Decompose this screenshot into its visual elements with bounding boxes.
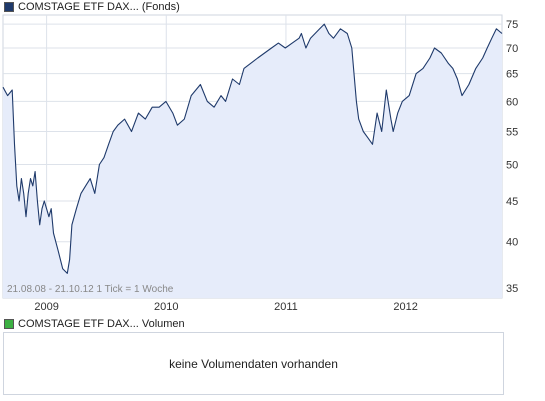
volume-empty-message: keine Volumendaten vorhanden: [169, 356, 338, 371]
volume-legend-swatch: [4, 319, 14, 329]
x-tick-label: 2009: [34, 301, 58, 313]
volume-panel: keine Volumendaten vorhanden: [3, 332, 504, 395]
y-tick-label: 35: [506, 283, 518, 295]
price-legend-label: COMSTAGE ETF DAX... (Fonds): [18, 1, 180, 13]
y-tick-label: 40: [506, 237, 518, 249]
y-tick-label: 65: [506, 69, 518, 81]
date-range-label: 21.08.08 - 21.10.12 1 Tick = 1 Woche: [7, 284, 174, 295]
price-area: [3, 24, 502, 298]
volume-legend: COMSTAGE ETF DAX... Volumen: [4, 318, 185, 330]
price-chart: 35 40 45 50 55 60 65 70 75 2009 2010 2011 2012 21.08.…: [2, 14, 518, 313]
x-tick-label: 2012: [393, 301, 417, 313]
y-tick-label: 75: [506, 19, 518, 31]
x-tick-label: 2011: [274, 301, 298, 313]
price-legend-swatch: [4, 2, 14, 12]
price-line: [2, 23, 503, 274]
y-tick-label: 45: [506, 196, 518, 208]
y-tick-label: 50: [506, 159, 518, 171]
volume-legend-label: COMSTAGE ETF DAX... Volumen: [18, 318, 185, 330]
x-tick-label: 2010: [154, 301, 178, 313]
y-tick-label: 70: [506, 43, 518, 55]
y-tick-label: 60: [506, 96, 518, 108]
price-legend: COMSTAGE ETF DAX... (Fonds): [4, 1, 180, 13]
y-tick-label: 55: [506, 126, 518, 138]
